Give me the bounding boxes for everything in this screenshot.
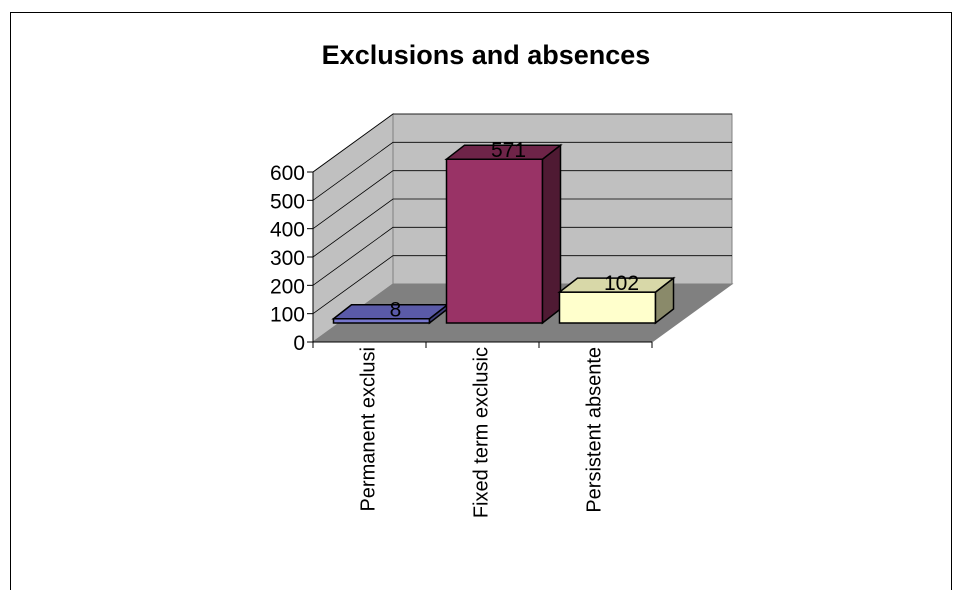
data-label: 102 [604, 272, 639, 295]
y-tick-label: 0 [293, 332, 305, 355]
y-tick-label: 200 [270, 275, 305, 298]
data-label: 571 [491, 139, 526, 162]
bar-top [444, 144, 563, 160]
chart-frame [10, 12, 952, 590]
chart-title: Exclusions and absences [322, 40, 651, 70]
bar-1 [331, 303, 450, 325]
data-label: 8 [390, 299, 402, 322]
y-tick-label: 300 [270, 247, 305, 270]
gridline [312, 198, 732, 258]
bars [331, 143, 676, 325]
x-tick-label: Permanent exclusi [358, 347, 380, 512]
bar-front [558, 291, 657, 324]
bar-top [557, 277, 676, 293]
y-axis-ticks: 0 100 200 300 400 500 600 [270, 162, 313, 355]
bar-side [541, 143, 562, 325]
data-labels: 8 571 102 [390, 139, 639, 322]
y-tick-label: 600 [270, 162, 305, 185]
gridline [312, 141, 732, 201]
gridline [312, 226, 732, 286]
gridlines [312, 113, 732, 314]
gridline [312, 170, 732, 229]
x-tick-label: Persistent absente [584, 347, 606, 513]
bar-3 [557, 276, 676, 325]
bar-front [445, 158, 544, 324]
gridline [312, 113, 732, 173]
y-tick-label: 500 [270, 190, 305, 213]
gridline [312, 255, 732, 314]
bar-2 [444, 143, 563, 325]
x-axis-labels: Permanent exclusi Fixed term exclusic Pers… [312, 342, 653, 518]
x-tick-label: Fixed term exclusic [471, 347, 493, 518]
y-tick-label: 400 [270, 219, 305, 242]
y-tick-label: 100 [270, 304, 305, 327]
